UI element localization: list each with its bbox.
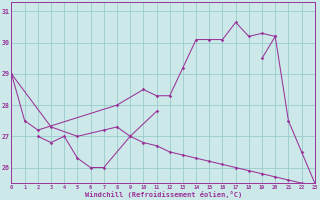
X-axis label: Windchill (Refroidissement éolien,°C): Windchill (Refroidissement éolien,°C) xyxy=(84,191,242,198)
